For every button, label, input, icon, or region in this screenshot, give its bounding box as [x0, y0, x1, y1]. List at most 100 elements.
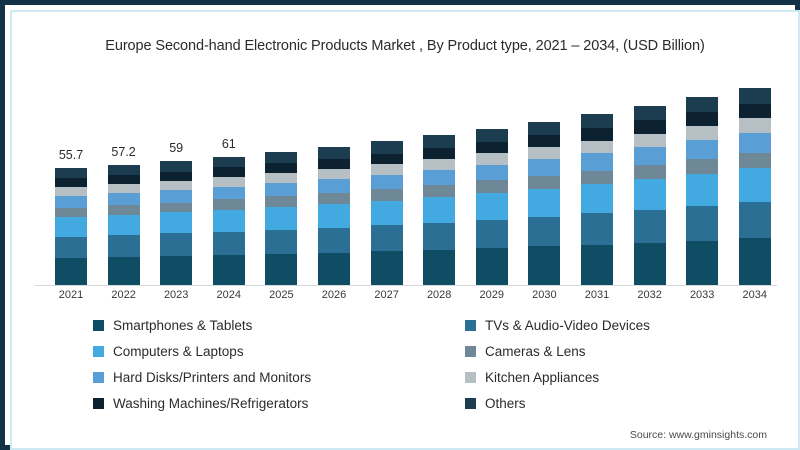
- bar-segment[interactable]: [160, 171, 193, 181]
- bar-segment[interactable]: [581, 183, 613, 214]
- bar-segment[interactable]: [633, 165, 666, 180]
- bar-segment[interactable]: [633, 179, 666, 211]
- stacked-bar[interactable]: [318, 146, 350, 285]
- bar-segment[interactable]: [370, 225, 403, 252]
- bar-segment[interactable]: [212, 186, 245, 200]
- bar-segment[interactable]: [160, 233, 193, 256]
- bar-segment[interactable]: [265, 229, 298, 254]
- bar-segment[interactable]: [528, 159, 561, 176]
- bar-segment[interactable]: [55, 178, 87, 187]
- bar-segment[interactable]: [423, 170, 456, 186]
- bar-segment[interactable]: [686, 240, 719, 285]
- bar-segment[interactable]: [686, 159, 719, 174]
- stacked-bar[interactable]: [633, 105, 666, 285]
- bar-segment[interactable]: [528, 246, 561, 285]
- bar-segment[interactable]: [528, 147, 561, 160]
- bar-segment[interactable]: [686, 97, 719, 113]
- stacked-bar[interactable]: [686, 97, 719, 285]
- legend-item[interactable]: Smartphones & Tablets: [93, 313, 252, 337]
- bar-segment[interactable]: [55, 257, 87, 285]
- legend-item[interactable]: Kitchen Appliances: [465, 365, 599, 389]
- bar-segment[interactable]: [318, 193, 350, 204]
- bar-segment[interactable]: [212, 156, 245, 168]
- bar-segment[interactable]: [212, 176, 245, 187]
- stacked-bar[interactable]: [581, 113, 613, 285]
- bar-segment[interactable]: [212, 254, 245, 285]
- stacked-bar[interactable]: [265, 152, 298, 285]
- bar-segment[interactable]: [265, 163, 298, 174]
- bar-segment[interactable]: [423, 249, 456, 285]
- bar-segment[interactable]: [212, 199, 245, 210]
- stacked-bar[interactable]: [423, 135, 456, 285]
- bar-segment[interactable]: [107, 193, 140, 206]
- bar-segment[interactable]: [633, 147, 666, 166]
- bar-segment[interactable]: [265, 196, 298, 207]
- bar-segment[interactable]: [581, 170, 613, 184]
- bar-segment[interactable]: [686, 112, 719, 127]
- bar-segment[interactable]: [633, 210, 666, 243]
- bar-segment[interactable]: [370, 189, 403, 201]
- bar-segment[interactable]: [528, 121, 561, 136]
- bar-segment[interactable]: [581, 244, 613, 285]
- bar-segment[interactable]: [107, 214, 140, 236]
- bar-segment[interactable]: [475, 141, 508, 154]
- stacked-bar[interactable]: [475, 128, 508, 285]
- bar-segment[interactable]: [160, 255, 193, 285]
- bar-segment[interactable]: [633, 133, 666, 148]
- bar-segment[interactable]: [55, 195, 87, 208]
- bar-segment[interactable]: [475, 128, 508, 142]
- bar-segment[interactable]: [318, 252, 350, 285]
- bar-segment[interactable]: [55, 186, 87, 196]
- stacked-bar[interactable]: [107, 164, 140, 285]
- bar-segment[interactable]: [160, 212, 193, 234]
- bar-segment[interactable]: [528, 135, 561, 148]
- bar-segment[interactable]: [265, 183, 298, 197]
- bar-segment[interactable]: [107, 205, 140, 215]
- bar-segment[interactable]: [686, 173, 719, 207]
- bar-segment[interactable]: [265, 206, 298, 230]
- stacked-bar[interactable]: [55, 167, 87, 285]
- stacked-bar[interactable]: [370, 141, 403, 285]
- bar-segment[interactable]: [581, 153, 613, 171]
- bar-segment[interactable]: [318, 227, 350, 253]
- bar-segment[interactable]: [107, 257, 140, 285]
- bar-segment[interactable]: [160, 202, 193, 213]
- bar-segment[interactable]: [475, 192, 508, 220]
- bar-segment[interactable]: [107, 175, 140, 185]
- legend-item[interactable]: Cameras & Lens: [465, 339, 586, 363]
- bar-segment[interactable]: [423, 135, 456, 149]
- bar-segment[interactable]: [265, 173, 298, 184]
- bar-segment[interactable]: [55, 167, 87, 179]
- bar-segment[interactable]: [423, 222, 456, 250]
- bar-segment[interactable]: [370, 200, 403, 226]
- bar-segment[interactable]: [55, 207, 87, 218]
- bar-segment[interactable]: [212, 231, 245, 255]
- bar-segment[interactable]: [738, 238, 771, 285]
- bar-segment[interactable]: [528, 175, 561, 189]
- bar-segment[interactable]: [370, 153, 403, 165]
- legend-item[interactable]: Hard Disks/Printers and Monitors: [93, 365, 311, 389]
- bar-segment[interactable]: [265, 253, 298, 285]
- bar-segment[interactable]: [528, 188, 561, 217]
- bar-segment[interactable]: [318, 146, 350, 159]
- bar-segment[interactable]: [528, 216, 561, 247]
- bar-segment[interactable]: [686, 140, 719, 160]
- bar-segment[interactable]: [160, 190, 193, 203]
- bar-segment[interactable]: [738, 88, 771, 104]
- bar-segment[interactable]: [318, 203, 350, 228]
- bar-segment[interactable]: [160, 160, 193, 172]
- bar-segment[interactable]: [738, 118, 771, 133]
- bar-segment[interactable]: [55, 236, 87, 258]
- bar-segment[interactable]: [212, 209, 245, 232]
- legend-item[interactable]: TVs & Audio-Video Devices: [465, 313, 650, 337]
- bar-segment[interactable]: [581, 140, 613, 154]
- bar-segment[interactable]: [581, 213, 613, 245]
- bar-segment[interactable]: [423, 185, 456, 198]
- bar-segment[interactable]: [423, 148, 456, 160]
- bar-segment[interactable]: [318, 179, 350, 194]
- bar-segment[interactable]: [475, 180, 508, 193]
- bar-segment[interactable]: [423, 159, 456, 171]
- bar-segment[interactable]: [370, 174, 403, 190]
- bar-segment[interactable]: [318, 158, 350, 169]
- bar-segment[interactable]: [370, 164, 403, 175]
